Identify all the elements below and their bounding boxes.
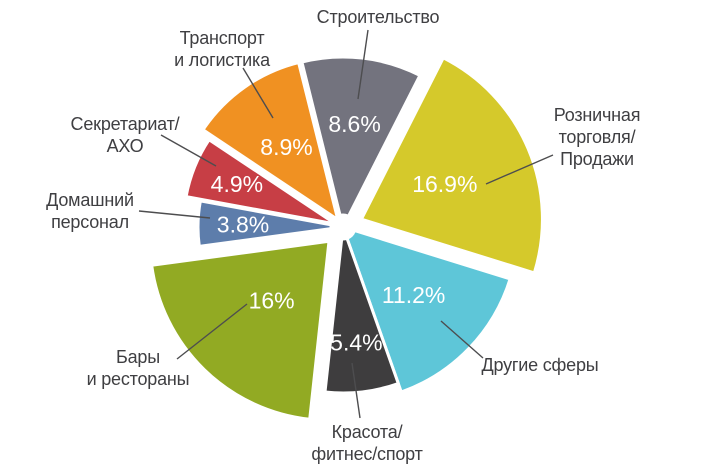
pie-slice-construction [300,55,422,229]
percent-label-secretariat_axo: 4.9% [211,171,263,197]
percent-label-other_spheres: 11.2% [382,282,446,308]
leader-line-retail [485,154,554,185]
leader-line-other_spheres [440,320,484,359]
leader-line-beauty_fitness_sport [351,362,361,419]
percent-label-beauty_fitness_sport: 5.4% [330,329,382,355]
pie-slice-beauty_fitness_sport [323,225,400,395]
slice-label-retail: Розничная торговля/ Продажи [553,105,641,169]
slice-label-transport-logistics: Транспорт и логистика [174,28,270,70]
pie-slice-retail [359,56,544,275]
percent-label-retail: 16.9% [412,171,477,197]
slice-label-domestic-staff: Домашний персонал [46,190,134,232]
slice-label-other-spheres: Другие сферы [481,355,599,376]
pie-slice-bars_restaurants [150,239,331,421]
percent-label-bars_restaurants: 16% [249,287,295,313]
percent-label-domestic_staff: 3.8% [217,212,269,238]
percent-label-transport_logistics: 8.9% [260,134,312,160]
slice-label-construction: Строительство [316,7,440,28]
pie-slice-transport_logistics [201,61,340,222]
leader-line-bars_restaurants [176,303,248,360]
leader-line-domestic_staff [138,210,211,219]
slice-label-bars-restaurants: Бары и рестораны [86,347,190,389]
pie-slice-other_spheres [341,225,512,394]
slice-label-beauty-fitness-sport: Красота/ фитнес/спорт [311,422,423,464]
center-hole [329,213,357,241]
leader-line-construction [357,29,369,100]
percent-label-construction: 8.6% [328,111,380,137]
leader-line-secretariat_axo [160,134,217,167]
pie-slice-secretariat_axo [184,138,338,226]
pie-slice-domestic_staff [196,199,345,248]
leader-line-transport_logistics [242,67,274,119]
slice-label-secretariat-axo: Секретариат/ АХО [70,114,180,156]
